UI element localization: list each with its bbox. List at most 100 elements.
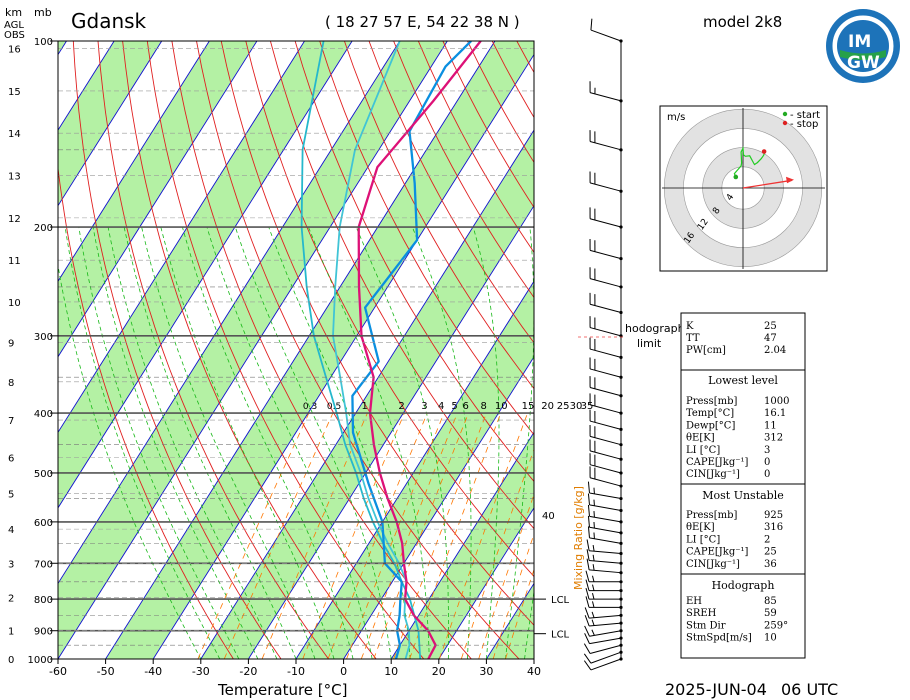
moist-adiabat: [505, 226, 534, 659]
storm-motion-arrowhead: [786, 176, 794, 184]
x-tick-label: 30: [479, 665, 493, 678]
hodograph-stop-dot: [761, 149, 767, 154]
obs-label: OBS: [4, 30, 25, 41]
mixing-ratio-tick-label: 0.5: [327, 402, 341, 412]
wind-barb-half: [591, 619, 595, 626]
wind-staff: [589, 92, 622, 102]
wind-barb-full: [585, 587, 590, 600]
wind-barb-full: [587, 515, 590, 528]
km-tick-label: 3: [8, 560, 14, 571]
isotherm-line: [200, 129, 534, 659]
isotherm-line: [295, 280, 534, 659]
agl-label: AGL: [4, 20, 24, 31]
km-tick-label: 16: [8, 45, 21, 56]
hodograph-ring-label: 4: [725, 192, 737, 203]
index-value: 2.04: [764, 345, 786, 356]
pressure-tick-label: 400: [34, 409, 53, 420]
index-label: CAPE[Jkg⁻¹]: [686, 457, 749, 468]
index-value: 85: [764, 596, 777, 607]
km-tick-label: 2: [8, 593, 14, 604]
km-tick-label: 0: [8, 655, 14, 666]
moist-adiabat: [58, 263, 202, 659]
wind-staff: [589, 526, 622, 534]
km-tick-label: 1: [8, 626, 14, 637]
wind-barb-half: [592, 584, 595, 591]
index-label: EH: [686, 596, 702, 607]
pressure-tick-label: 300: [34, 332, 53, 343]
km-tick-label: 11: [8, 256, 21, 267]
isotherm-line: [343, 355, 534, 659]
moist-adiabat: [308, 226, 430, 659]
mixing-ratio-axis-label: Mixing Ratio [g/kg]: [572, 486, 585, 590]
wind-barb-full: [583, 660, 592, 671]
mixing-ratio-tick-label: 20: [541, 401, 554, 412]
index-label: LI [°C]: [686, 534, 720, 545]
wind-staff: [589, 630, 622, 637]
index-value: 0: [764, 469, 770, 480]
x-tick-label: -30: [192, 665, 210, 678]
mb-axis-label: mb: [34, 6, 52, 19]
wind-staff: [589, 348, 622, 358]
index-value: 0: [764, 457, 770, 468]
index-label: CIN[Jkg⁻¹]: [686, 559, 740, 570]
km-tick-label: 15: [8, 87, 21, 98]
index-value: 312: [764, 433, 783, 444]
wind-barb-full: [583, 643, 591, 654]
wind-barb-full: [587, 493, 590, 505]
mixing-ratio-tick-label: 2: [398, 401, 404, 412]
pressure-tick-label: 600: [34, 518, 53, 529]
x-tick-label: 40: [527, 665, 541, 678]
km-tick-label: 12: [8, 214, 21, 225]
wind-staff: [589, 464, 622, 474]
wind-staff: [589, 504, 622, 511]
wind-staff: [589, 492, 622, 500]
isotherm-line: [438, 507, 534, 659]
wind-staff: [589, 141, 622, 151]
wind-barb-full: [586, 539, 590, 551]
isotherm-line: [58, 41, 401, 585]
hodograph-units: m/s: [667, 112, 685, 123]
x-tick-label: -40: [144, 665, 162, 678]
mixing-ratio-tick-label: 15: [522, 401, 535, 412]
logo-text-im: IM: [848, 32, 871, 52]
km-tick-label: 6: [8, 453, 14, 464]
index-label: StmSpd[m/s]: [686, 633, 752, 644]
km-tick-label: 5: [8, 490, 14, 501]
temperature-line: [357, 41, 482, 659]
wind-station-dot: [619, 531, 623, 535]
wind-barb-full: [585, 596, 590, 608]
wind-staff: [589, 622, 622, 627]
hodograph-trace: [733, 145, 766, 178]
pressure-tick-label: 500: [34, 469, 53, 480]
indices-panel: K 25 TT 47 PW[cm] 2.04 Lowest level Press[mb] 10…: [680, 312, 806, 659]
wind-staff: [589, 450, 622, 460]
storm-motion-vector: [742, 179, 793, 189]
hodograph-ring-label: 8: [711, 206, 723, 217]
wind-barb-full: [584, 615, 590, 627]
lowest-level-title: Lowest level: [708, 374, 778, 387]
wind-staff: [589, 278, 622, 288]
mixing-ratio-tick-label: 6: [463, 401, 469, 412]
isotherm-line: [58, 41, 305, 434]
pressure-tick-label: 900: [34, 627, 53, 638]
wind-barb-half: [592, 554, 595, 561]
index-label: TT: [686, 333, 700, 344]
wind-barb-full: [585, 570, 590, 582]
index-value: 10: [764, 633, 777, 644]
isotherm-line: [58, 41, 258, 358]
wind-staff: [589, 386, 622, 397]
wind-staff: [589, 477, 622, 487]
isotherm-line: [248, 204, 534, 659]
wind-barb-half: [592, 601, 595, 608]
wind-staff: [589, 420, 622, 430]
x-tick-label: -20: [239, 665, 257, 678]
wind-barb-full: [584, 633, 590, 644]
pressure-tick-label: 800: [34, 595, 53, 606]
index-value: 259°: [764, 620, 788, 631]
wind-staff: [589, 515, 622, 523]
index-label: θE[K]: [686, 522, 715, 533]
pressure-tick-label: 700: [34, 559, 53, 570]
